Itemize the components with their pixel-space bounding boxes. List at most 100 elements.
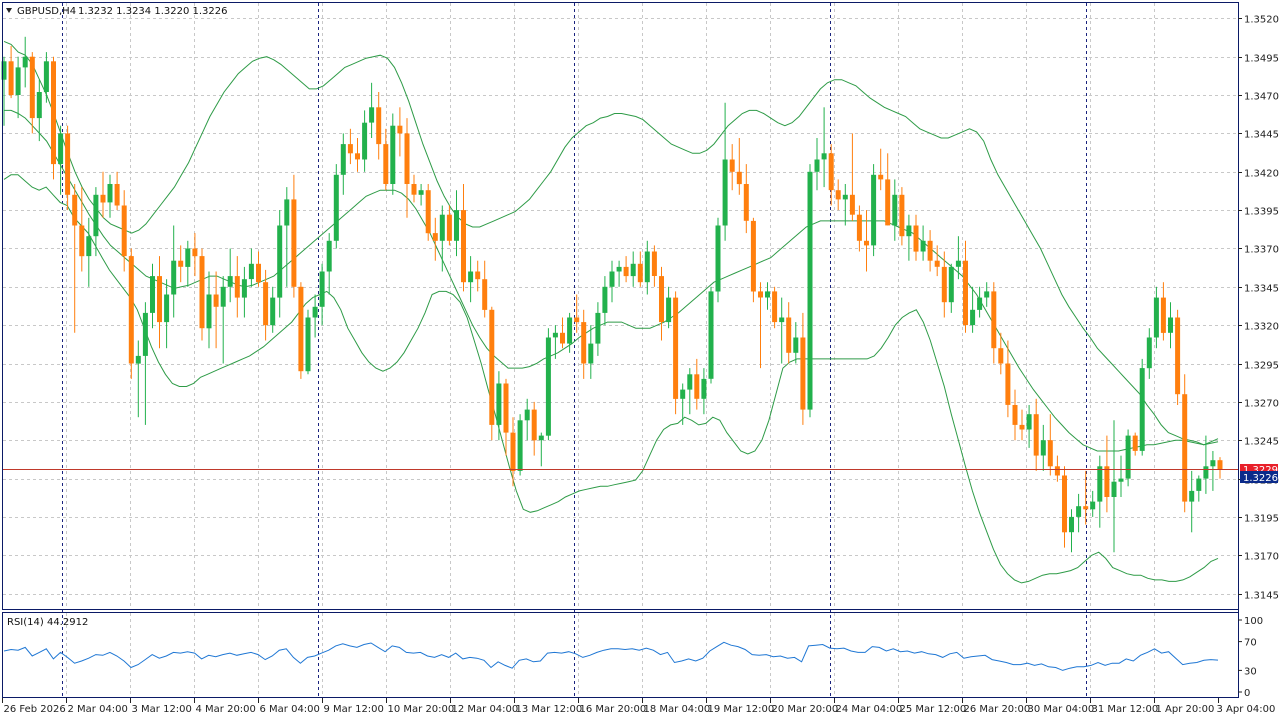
candle-body [694, 374, 700, 399]
candle-body [651, 251, 657, 276]
rsi-line [3, 641, 1219, 671]
candle-body [524, 409, 530, 421]
candle [722, 102, 728, 241]
candle [439, 205, 445, 272]
candle [779, 297, 785, 364]
time-tick-label: 20 Mar 20:00 [772, 704, 839, 715]
candle [475, 260, 481, 292]
candle-body [793, 337, 799, 353]
candle [107, 174, 113, 218]
candle-body [1196, 478, 1202, 491]
candle-body [284, 199, 290, 226]
candle-body [736, 171, 742, 185]
candle [1083, 470, 1089, 525]
candle-body [878, 174, 884, 180]
candle-body [404, 133, 410, 184]
candle [454, 190, 459, 257]
candle [36, 79, 42, 142]
candle [446, 205, 452, 246]
candle-body [263, 282, 269, 326]
candle [602, 276, 608, 326]
candle-body [864, 240, 869, 246]
price-markers: 1.3229 1.3226 [1240, 464, 1278, 484]
candle [630, 251, 636, 287]
candle-body [687, 374, 693, 390]
candle-body [489, 309, 495, 425]
candle [984, 282, 990, 307]
candle-body [171, 260, 177, 295]
candle [814, 138, 820, 191]
candle [248, 248, 254, 287]
candle-body [1132, 435, 1138, 451]
candle [1040, 424, 1046, 471]
symbol-info: GBPUSD,H4 1.3232 1.3234 1.3220 1.3226 [6, 6, 228, 17]
candle-body [715, 225, 721, 292]
candle-body [899, 194, 905, 237]
candle [1210, 451, 1216, 491]
candle-body [100, 194, 106, 203]
candle [58, 125, 64, 195]
candle [376, 92, 382, 160]
candle [1104, 435, 1110, 513]
candle-body [1097, 466, 1103, 502]
candle [637, 251, 643, 287]
candle-body [800, 337, 806, 410]
candle-body [468, 271, 474, 283]
candle-body [1054, 466, 1060, 476]
candle [263, 269, 269, 341]
candle [86, 217, 92, 287]
candle [552, 325, 558, 359]
price-axis[interactable]: 1.3520 1.3495 1.3470 1.3445 1.3420 1.3395 1.33… [1238, 15, 1279, 602]
rsi-tick-label: 70 [1244, 638, 1257, 649]
main-chart-frame [2, 2, 1239, 610]
candle [673, 291, 679, 415]
candle-body [821, 153, 827, 160]
candle-body [920, 240, 926, 252]
candle-body [51, 61, 56, 165]
candle-body [220, 286, 226, 307]
candle-body [333, 174, 339, 241]
candle [927, 230, 933, 272]
candle [51, 56, 56, 180]
candle-body [1090, 501, 1096, 510]
candle-body [1118, 478, 1124, 482]
candle-body [779, 317, 785, 323]
candle [1019, 409, 1025, 441]
candle-body [595, 312, 601, 344]
rsi-indicator [3, 641, 1219, 671]
rsi-tick-label: 0 [1244, 688, 1250, 699]
candle [1175, 309, 1181, 405]
candle-body [418, 190, 424, 195]
candle [150, 263, 155, 329]
candle [616, 260, 622, 287]
candle [842, 184, 848, 226]
candle [1012, 389, 1018, 441]
candle [1062, 466, 1067, 548]
time-tick-label: 4 Mar 20:00 [196, 704, 256, 715]
price-tick-label: 1.3270 [1244, 399, 1279, 410]
candle-body [199, 256, 205, 329]
candle-body [1076, 506, 1082, 517]
candle [157, 256, 162, 349]
candle-body [906, 225, 912, 237]
candle [1047, 414, 1053, 476]
candle [1168, 302, 1173, 349]
candle-body [93, 194, 99, 237]
collapse-triangle-icon[interactable] [6, 8, 12, 13]
candle [1069, 509, 1074, 553]
candle-body [369, 107, 375, 123]
candle [800, 312, 806, 425]
candle [256, 251, 261, 287]
time-tick-label: 10 Mar 20:00 [388, 704, 455, 715]
candle [1203, 435, 1209, 494]
candle [1111, 420, 1117, 553]
candle [793, 322, 799, 364]
candle [199, 248, 205, 341]
time-axis[interactable]: 26 Feb 2026 2 Mar 04:00 3 Mar 12:00 4 Mar 2… [2, 698, 1276, 715]
candle-body [814, 159, 820, 172]
candle [666, 286, 672, 329]
candle [687, 368, 693, 415]
candle [736, 138, 742, 195]
candle [1118, 455, 1124, 497]
